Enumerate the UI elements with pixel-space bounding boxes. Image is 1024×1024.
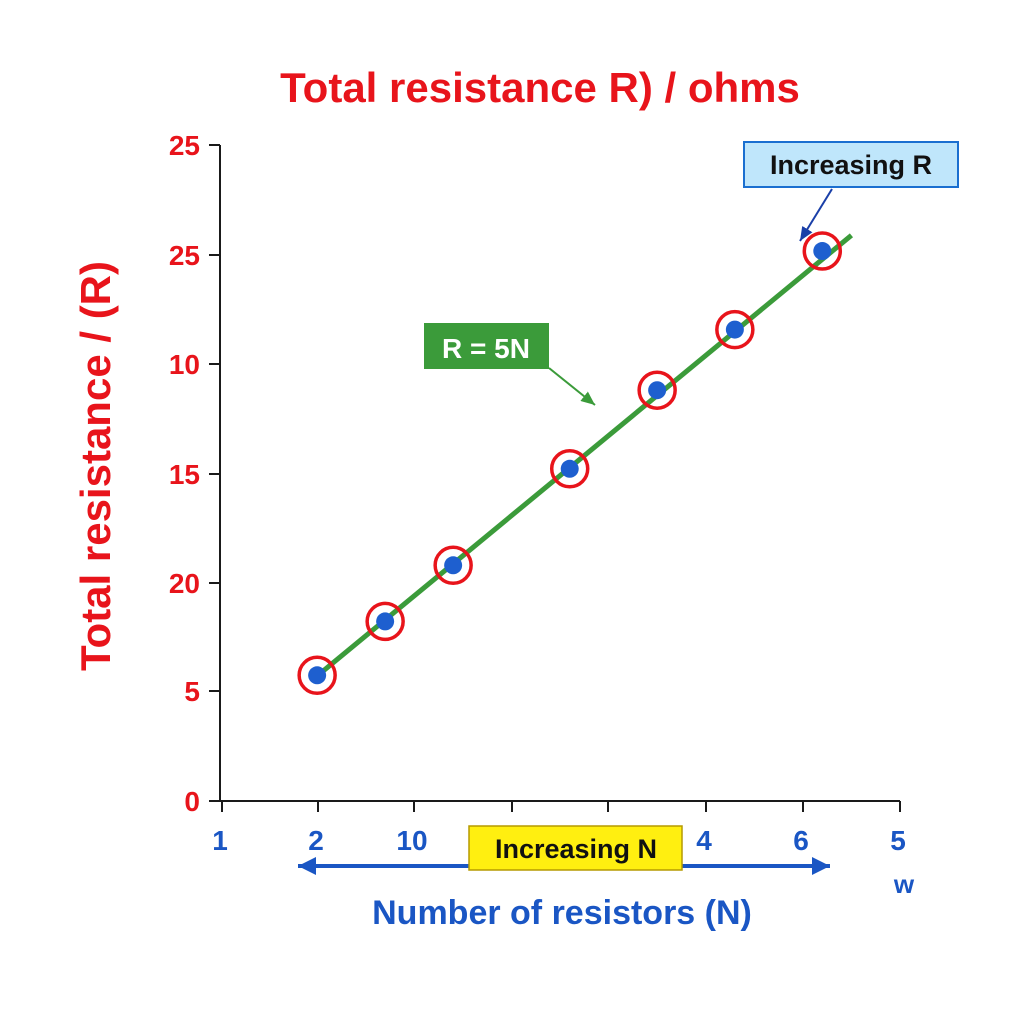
- x-tick-label: 2: [308, 825, 324, 856]
- y-tick-label: 15: [169, 459, 200, 490]
- x-tick-label: 6: [793, 825, 809, 856]
- y-axis-label: Total resistance / (R): [72, 261, 119, 671]
- y-tick-label: 25: [169, 240, 200, 271]
- x-tick-label: 10: [396, 825, 427, 856]
- data-point-ring-1: [297, 655, 337, 696]
- x-tick-label: 1: [212, 825, 228, 856]
- fit-line-label-box: [424, 323, 549, 369]
- y-tick-label: 10: [169, 349, 200, 380]
- fit-line-label-arrow: [548, 367, 596, 406]
- y-tick-label: 20: [169, 568, 200, 599]
- fit-line-label: R = 5N: [442, 333, 530, 364]
- data-point-ring-3: [433, 545, 473, 586]
- x-tick-label: 4: [696, 825, 712, 856]
- data-point-ring-6: [715, 309, 755, 350]
- increasing-r-label: Increasing R: [770, 150, 932, 180]
- increasing-r-box: [743, 141, 959, 188]
- data-point-4: [560, 459, 579, 478]
- data-point-ring-2: [365, 601, 405, 642]
- y-tick-label: 5: [184, 676, 200, 707]
- data-point-ring-7: [802, 231, 843, 271]
- data-point-7: [813, 242, 832, 261]
- fit-line: [320, 233, 854, 674]
- data-point-5: [648, 381, 667, 400]
- x-extra-label: w: [893, 869, 915, 899]
- data-point-3: [444, 556, 463, 575]
- data-point-2: [376, 612, 395, 631]
- data-point-6: [725, 320, 744, 339]
- data-point-1: [308, 666, 327, 685]
- x-tick-label: 5: [890, 825, 906, 856]
- y-tick-label: 25: [169, 130, 200, 161]
- increasing-n-box: [468, 825, 683, 871]
- increasing-r-arrow: [799, 188, 833, 242]
- increasing-n-label: Increasing N: [495, 834, 657, 864]
- chart-title: Total resistance R) / ohms: [280, 64, 800, 111]
- y-tick-label: 0: [184, 786, 200, 817]
- data-point-ring-5: [637, 370, 677, 410]
- data-point-ring-4: [549, 449, 590, 489]
- x-axis-label: Number of resistors (N): [372, 894, 752, 932]
